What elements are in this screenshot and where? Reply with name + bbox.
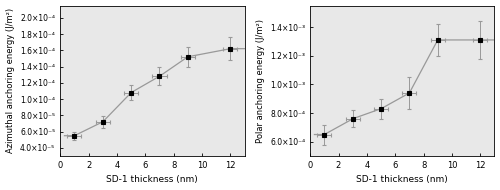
X-axis label: SD-1 thickness (nm): SD-1 thickness (nm): [356, 175, 448, 184]
Y-axis label: Azimuthal anchoring energy (J/m²): Azimuthal anchoring energy (J/m²): [6, 8, 15, 153]
Y-axis label: Polar anchoring energy (J/m²): Polar anchoring energy (J/m²): [256, 19, 264, 143]
X-axis label: SD-1 thickness (nm): SD-1 thickness (nm): [106, 175, 198, 184]
